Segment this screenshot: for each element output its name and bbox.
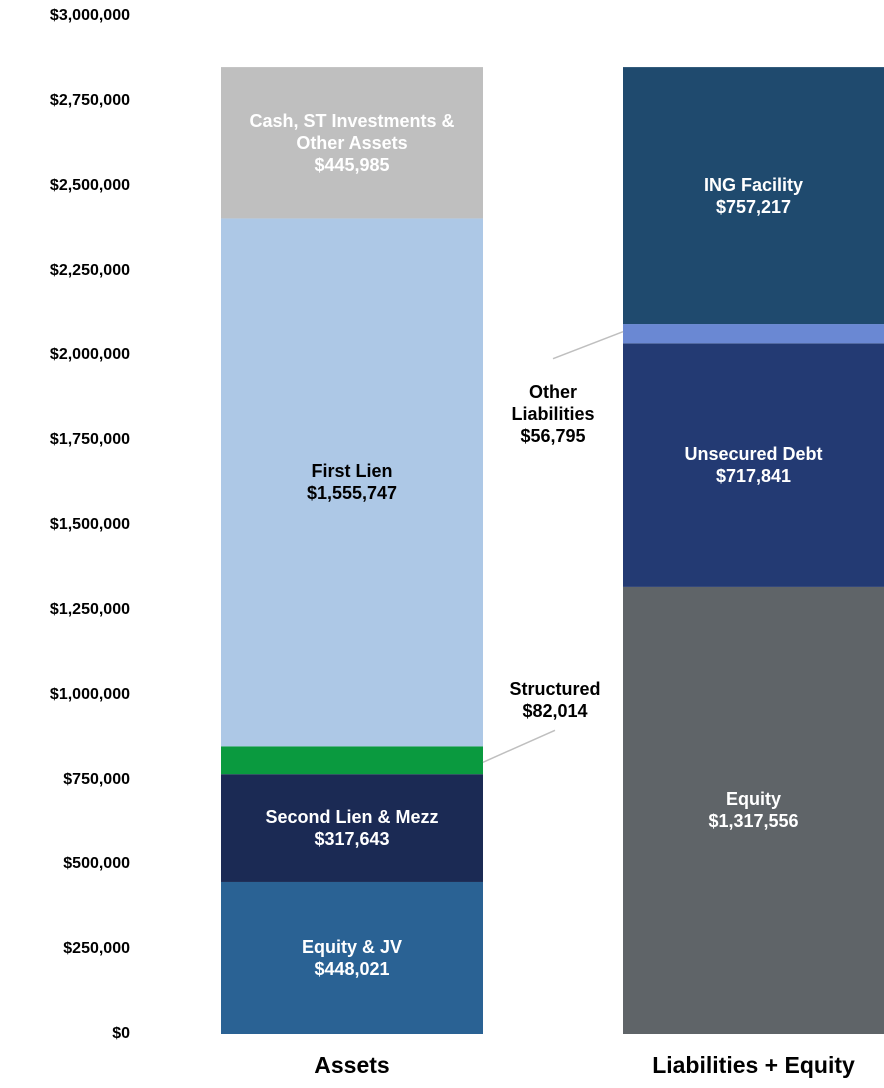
segment-label: Structured $82,014 (490, 678, 620, 722)
segment-value: $1,317,556 (708, 811, 799, 832)
segment-name: Other Liabilities (511, 381, 595, 424)
y-tick-label: $2,250,000 (49, 261, 130, 279)
y-tick-label: $750,000 (63, 770, 130, 788)
bar-segment (221, 218, 483, 747)
x-tick-label: Assets (314, 1052, 390, 1078)
segment-label: Unsecured Debt $717,841 (634, 443, 874, 487)
segment-label: Equity $1,317,556 (634, 788, 874, 832)
y-tick-label: $250,000 (63, 940, 130, 958)
leader-line (482, 729, 556, 763)
segment-name: Cash, ST Investments & Other Assets (249, 110, 455, 153)
bar-segment (221, 774, 483, 882)
y-tick-label: $0 (112, 1025, 130, 1042)
segment-name: First Lien (311, 461, 393, 482)
segment-name: ING Facility (703, 174, 804, 195)
y-tick-label: $1,250,000 (49, 600, 130, 618)
segment-label: ING Facility $757,217 (634, 174, 874, 218)
segment-value: $757,217 (715, 196, 792, 217)
y-tick-label: $500,000 (63, 855, 130, 873)
segment-value: $82,014 (522, 701, 588, 722)
y-tick-label: $1,500,000 (49, 516, 130, 533)
bar-segment (623, 586, 884, 1034)
y-tick-label: $1,750,000 (49, 431, 130, 449)
segment-value: $717,841 (715, 466, 792, 487)
x-tick-label: Liabilities + Equity (652, 1052, 855, 1078)
bar-segment (623, 324, 884, 344)
bar-segment (221, 67, 483, 219)
segment-label: Other Liabilities $56,795 (488, 381, 618, 447)
segment-name: Unsecured Debt (684, 444, 823, 465)
segment-value: $448,021 (314, 958, 390, 979)
bar-segment (221, 881, 483, 1034)
y-tick-label: $1,000,000 (49, 685, 130, 703)
segment-value: $445,985 (314, 154, 390, 175)
segment-label: First Lien $1,555,747 (232, 460, 472, 504)
segment-name: Equity (725, 789, 781, 810)
y-tick-label: $2,500,000 (49, 176, 130, 194)
leader-line (552, 330, 624, 360)
y-tick-label: $2,750,000 (49, 91, 130, 109)
segment-label: Cash, ST Investments & Other Assets $445,… (232, 110, 472, 176)
bar-segment (623, 67, 884, 325)
segment-value: $56,795 (520, 425, 586, 446)
bar-segment (623, 343, 884, 587)
segment-name: Structured (509, 679, 601, 700)
segment-value: $317,643 (314, 829, 390, 850)
segment-label: Second Lien & Mezz $317,643 (232, 806, 472, 850)
y-tick-label: $2,000,000 (49, 346, 130, 364)
segment-value: $1,555,747 (306, 483, 398, 504)
segment-name: Equity & JV (301, 936, 403, 957)
y-tick-label: $3,000,000 (49, 7, 130, 24)
segment-name: Second Lien & Mezz (265, 807, 439, 828)
segment-label: Equity & JV $448,021 (232, 936, 472, 980)
bar-segment (221, 746, 483, 775)
